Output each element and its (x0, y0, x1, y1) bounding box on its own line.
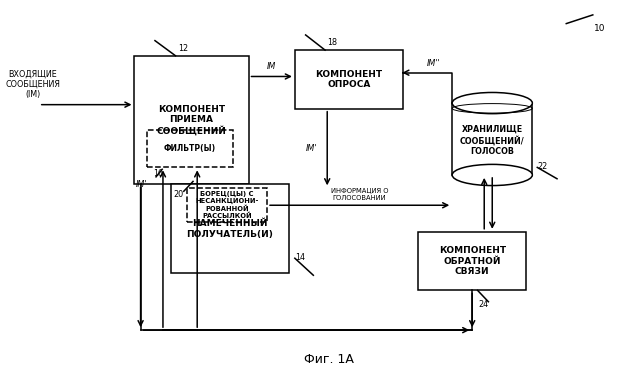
Text: 20: 20 (173, 190, 184, 199)
Text: НАМЕЧЕННЫЙ
ПОЛУЧАТЕЛЬ(И): НАМЕЧЕННЫЙ ПОЛУЧАТЕЛЬ(И) (187, 219, 273, 238)
FancyBboxPatch shape (418, 232, 526, 290)
FancyBboxPatch shape (295, 50, 403, 109)
Text: 10: 10 (594, 23, 605, 33)
FancyBboxPatch shape (172, 184, 289, 273)
Text: IM'': IM'' (427, 59, 440, 68)
Text: ХРАНИЛИЩЕ
СООБЩЕНИЙ/
ГОЛОСОВ: ХРАНИЛИЩЕ СООБЩЕНИЙ/ ГОЛОСОВ (460, 125, 525, 156)
FancyBboxPatch shape (187, 188, 267, 222)
FancyBboxPatch shape (134, 56, 248, 184)
Text: IM': IM' (306, 144, 317, 153)
Text: ВХОДЯЩИЕ
СООБЩЕНИЯ
(IM): ВХОДЯЩИЕ СООБЩЕНИЯ (IM) (5, 69, 60, 99)
Text: 18: 18 (327, 38, 337, 47)
Text: 24: 24 (478, 300, 488, 309)
Text: 12: 12 (178, 44, 188, 53)
Text: Фиг. 1А: Фиг. 1А (304, 353, 354, 366)
Text: ФИЛЬТР(Ы): ФИЛЬТР(Ы) (164, 144, 216, 153)
Text: ИНФОРМАЦИЯ О
ГОЛОСОВАНИИ: ИНФОРМАЦИЯ О ГОЛОСОВАНИИ (331, 188, 388, 202)
Text: КОМПОНЕНТ
ОБРАТНОЙ
СВЯЗИ: КОМПОНЕНТ ОБРАТНОЙ СВЯЗИ (438, 246, 506, 276)
FancyBboxPatch shape (147, 129, 233, 167)
Ellipse shape (452, 164, 532, 185)
Text: 14: 14 (295, 253, 305, 262)
Text: 22: 22 (538, 162, 548, 171)
Text: IM: IM (267, 62, 276, 71)
Text: КОМПОНЕНТ
ОПРОСА: КОМПОНЕНТ ОПРОСА (316, 70, 382, 89)
Text: IM': IM' (136, 180, 148, 189)
Text: КОМПОНЕНТ
ПРИЕМА
СООБЩЕНИЙ: КОМПОНЕНТ ПРИЕМА СООБЩЕНИЙ (157, 105, 227, 136)
Ellipse shape (452, 93, 532, 114)
Text: БОРЕЦ(ЦЫ) С
НЕСАНКЦИОНИ-
РОВАННОЙ
РАССЫЛКОЙ: БОРЕЦ(ЦЫ) С НЕСАНКЦИОНИ- РОВАННОЙ РАССЫЛ… (195, 191, 259, 220)
Text: 16: 16 (153, 169, 163, 178)
